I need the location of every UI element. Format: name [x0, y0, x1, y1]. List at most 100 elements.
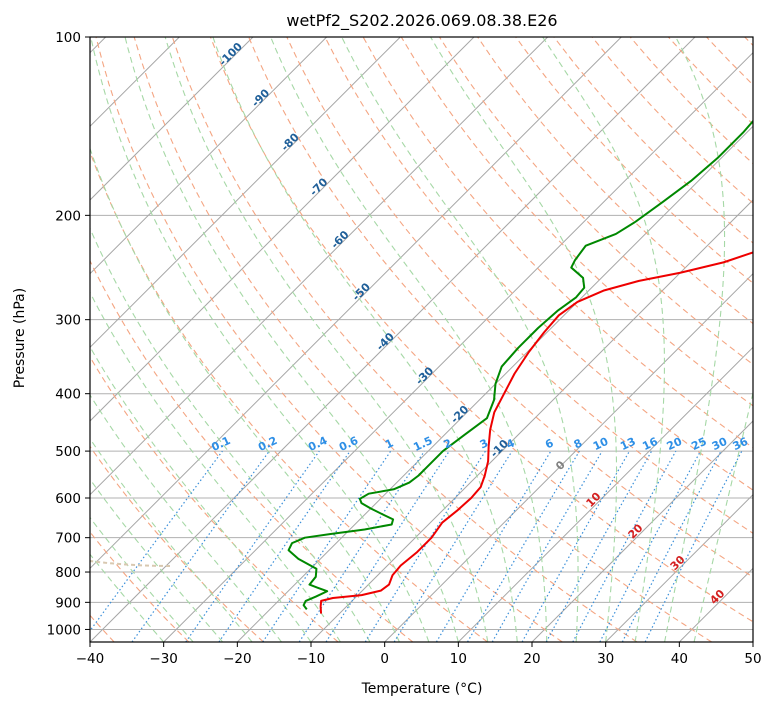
y-tick-label: 900 — [55, 595, 81, 611]
y-tick-label: 200 — [55, 208, 81, 224]
dry-adiabat-line — [90, 445, 264, 642]
x-tick-label: 0 — [380, 651, 389, 667]
y-tick-label: 700 — [55, 531, 81, 547]
mixing-ratio-line — [644, 450, 743, 642]
dry-adiabat-line — [90, 531, 190, 642]
isotherm-line — [605, 493, 753, 642]
isotherm-label: -30 — [413, 364, 436, 387]
mixing-ratio-line — [90, 450, 223, 632]
mixing-ratio-line — [218, 450, 351, 642]
dry-adiabat-line — [90, 150, 488, 642]
isotherm-label: -70 — [307, 175, 330, 198]
mixing-ratio-line — [599, 450, 702, 642]
dry-adiabat-line — [95, 37, 563, 642]
y-tick-label: 1000 — [47, 622, 81, 638]
moist-adiabat-line — [90, 478, 224, 642]
frost-point-curve — [90, 560, 171, 567]
y-tick-label: 400 — [55, 387, 81, 403]
chart-title: wetPf2_S202.2026.069.08.38.E26 — [286, 11, 557, 31]
mixing-ratio-label: 16 — [640, 435, 660, 453]
warm-isotherm-label: 20 — [626, 521, 646, 541]
y-tick-label: 100 — [55, 30, 81, 46]
dry-adiabat-line — [171, 37, 713, 642]
x-tick-label: 40 — [671, 651, 688, 667]
isotherm-line — [90, 37, 549, 496]
isotherm-label: -60 — [328, 228, 351, 251]
x-tick-label: −40 — [76, 651, 105, 667]
dry-adiabat-line — [706, 37, 753, 86]
dry-adiabat-line — [90, 355, 339, 642]
isotherm-line — [752, 641, 753, 642]
mixing-ratio-label: 30 — [710, 435, 730, 453]
warm-isotherm-label: 30 — [668, 553, 688, 573]
x-tick-label: 10 — [450, 651, 467, 667]
x-tick-label: 30 — [597, 651, 614, 667]
moist-adiabat-line — [90, 553, 165, 642]
isotherm-label: -90 — [249, 86, 272, 109]
isotherm-label: -80 — [279, 130, 302, 153]
isotherm-line — [678, 567, 753, 642]
dry-adiabat-line — [515, 37, 753, 284]
isotherm-line — [90, 37, 328, 275]
plot-frame — [89, 36, 754, 643]
x-tick-label: −30 — [149, 651, 178, 667]
mixing-ratio-label: 13 — [618, 435, 637, 453]
moist-adiabat-line — [90, 345, 312, 642]
mixing-ratio-label: 20 — [665, 435, 685, 453]
dry-adiabat-line — [209, 37, 753, 623]
isotherm-label: -40 — [374, 330, 397, 353]
moist-adiabat-line — [341, 37, 579, 642]
mixing-ratio-label: 6 — [543, 436, 556, 451]
y-tick-label: 800 — [55, 565, 81, 581]
dry-adiabat-line — [744, 37, 753, 47]
dry-adiabat-line — [286, 37, 753, 534]
x-tick-label: 20 — [523, 651, 540, 667]
moist-adiabat-line — [90, 227, 371, 642]
dry-adiabat-line — [667, 37, 753, 125]
isotherm-line — [90, 37, 401, 349]
y-tick-label: 600 — [55, 491, 81, 507]
y-tick-label: 500 — [55, 444, 81, 460]
moist-adiabat-line — [270, 37, 548, 642]
x-tick-label: −10 — [297, 651, 326, 667]
mixing-ratio-line — [545, 450, 653, 642]
moist-adiabat-line — [542, 37, 665, 642]
x-axis-title: Temperature (°C) — [361, 681, 483, 697]
mixing-ratio-line — [521, 450, 631, 642]
isotherm-line — [90, 37, 254, 201]
mixing-ratio-line — [364, 450, 486, 642]
isotherm-label: -50 — [350, 280, 373, 303]
warm-isotherm-label: 10 — [584, 490, 604, 510]
moist-adiabat-line — [124, 37, 459, 642]
moist-adiabat-line — [664, 37, 726, 642]
isotherm-label: -20 — [448, 403, 471, 426]
isotherm-line — [90, 37, 696, 642]
isotherm-line — [90, 37, 475, 422]
mixing-ratio-line — [131, 450, 270, 642]
dry-adiabat-line — [90, 259, 414, 642]
isotherm-label: -100 — [216, 40, 245, 69]
moist-adiabat-line — [90, 146, 400, 642]
isotherm-line — [531, 420, 753, 642]
plot-area: -100-90-80-70-60-50-40-30-20-100.1 0.2 0.4… — [89, 36, 754, 643]
mixing-ratio-line — [262, 450, 392, 642]
mixing-ratio-line — [298, 450, 425, 642]
isotherm-line — [163, 51, 753, 642]
moist-adiabat-line — [90, 37, 430, 642]
moist-adiabat-line — [90, 437, 253, 642]
moist-adiabat-line — [164, 37, 489, 642]
moist-adiabat-line — [90, 516, 194, 642]
mixing-ratio-label: 36 — [731, 435, 751, 453]
mixing-ratio-label: 10 — [591, 435, 611, 453]
isotherm-line — [384, 272, 753, 642]
mixing-ratio-line — [393, 450, 513, 642]
isotherm-line — [457, 346, 753, 642]
isotherm-line — [90, 37, 622, 570]
temperature-profile-line — [319, 251, 753, 614]
dewpoint-profile-line — [287, 119, 753, 610]
moist-adiabat-line — [693, 390, 753, 642]
moist-adiabat-line — [212, 37, 518, 642]
mixing-ratio-label: 25 — [689, 435, 708, 453]
dry-adiabat-line — [324, 37, 753, 491]
